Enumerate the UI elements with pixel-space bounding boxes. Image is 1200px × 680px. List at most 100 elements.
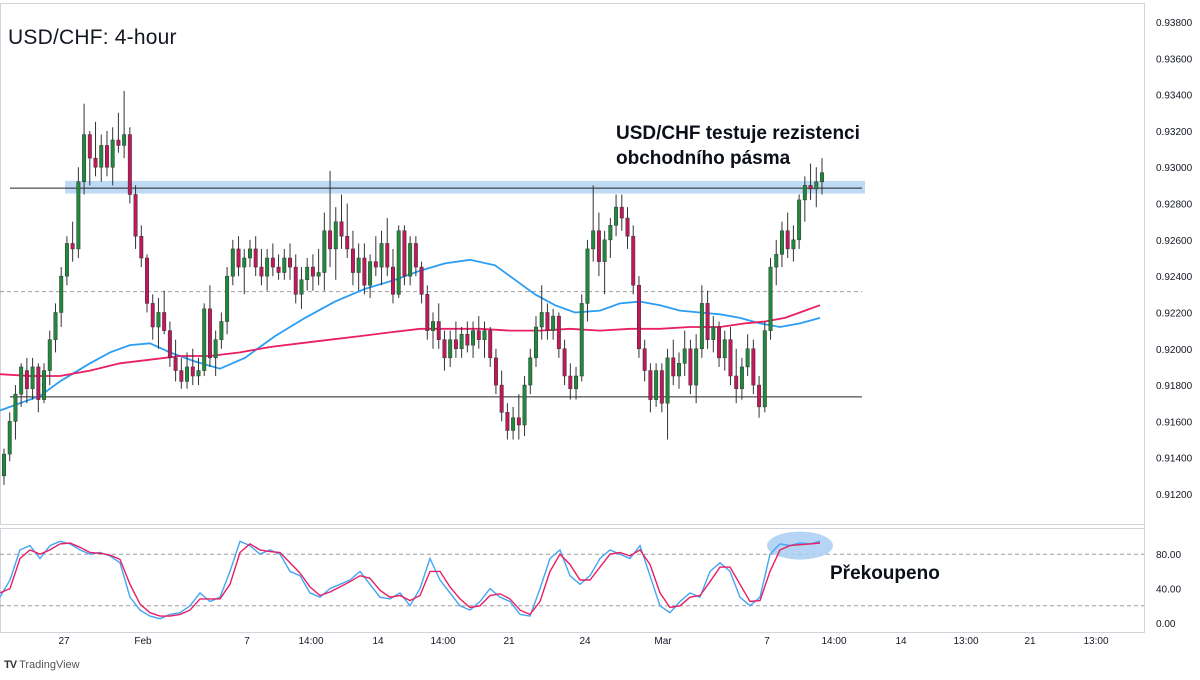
candle [236,236,241,277]
candle-body [196,370,201,377]
price-tick-label: 0.92000 [1156,345,1193,356]
candle-body [150,303,155,328]
candle [722,330,727,371]
candle-body [768,266,773,331]
candle [751,339,756,395]
candle-body [648,370,653,400]
candle [642,339,647,382]
candle [739,357,744,400]
candle-body [551,315,556,331]
candle [562,339,567,386]
candle-body [728,339,733,377]
tradingview-logo[interactable]: TV TradingView [4,659,80,671]
candle-body [259,266,264,277]
candle [619,194,624,231]
candle [671,339,676,386]
candle [19,363,24,407]
price-tick-label: 0.91800 [1156,381,1193,392]
candle [419,261,424,304]
candle [659,363,664,413]
candle [53,303,58,353]
candle [173,339,178,382]
resistance-annotation-line2: obchodního pásma [616,148,791,169]
candle [728,326,733,386]
candle-body [30,366,35,389]
candle-body [779,230,784,255]
candle [259,248,264,286]
tradingview-name: TradingView [19,659,80,671]
candle-body [219,321,224,340]
candle-body [47,339,52,371]
candle [545,303,550,340]
candle [316,248,321,286]
oscillator-tick-label: 0.00 [1156,619,1176,630]
candle [230,239,235,286]
candle-body [373,261,378,268]
candle-body [493,357,498,386]
candle [99,134,104,182]
candle-body [339,221,344,237]
candle-body [797,199,802,241]
candle [156,297,161,349]
candle [614,194,619,237]
candle-body [436,321,441,340]
candle-body [608,225,613,241]
candle-body [242,257,247,268]
price-tick-label: 0.93200 [1156,127,1193,138]
candle [551,308,556,340]
candle [579,294,584,382]
candle-body [562,348,567,377]
candle [190,348,195,386]
candle [482,321,487,358]
candle [385,218,390,277]
candle-body [64,243,69,277]
moving-average-slow [0,304,821,377]
time-tick-label: 13:00 [1083,636,1108,647]
candle [785,212,790,258]
candle-body [179,370,184,382]
time-tick-label: 7 [244,636,250,647]
candle-body [322,230,327,273]
candle-body [36,366,41,400]
candle [76,167,81,258]
candle-body [528,357,533,386]
candle-body [53,312,58,340]
time-tick-label: 14 [895,636,907,647]
candle [608,218,613,258]
candle [42,363,47,404]
candle [104,130,109,177]
candle [820,158,824,195]
candle-body [619,206,624,219]
candle-body [602,239,607,262]
candle [310,254,315,291]
candle [574,366,578,400]
price-tick-label: 0.92600 [1156,236,1193,247]
candle-body [24,370,29,389]
candle [585,239,590,322]
time-tick-label: 24 [579,636,591,647]
time-tick-label: 14:00 [298,636,323,647]
candle [391,248,395,304]
price-tick-label: 0.92400 [1156,272,1193,283]
candle-body [270,257,275,268]
candle-body [276,266,281,273]
candle-body [139,235,144,259]
candle [305,258,310,291]
candle-body [665,357,670,404]
candle [694,334,699,404]
candle [13,385,18,440]
candle-body [379,243,384,268]
candle-body [202,308,207,371]
candle-body [516,417,521,426]
candle [797,194,802,249]
candle-body [745,348,750,368]
candle [402,225,407,286]
candle-body [814,181,819,190]
candle [225,267,230,335]
candle-body [442,339,447,359]
candle [110,127,115,186]
candle [745,334,750,376]
candle-body [488,330,493,359]
candle [665,348,670,440]
